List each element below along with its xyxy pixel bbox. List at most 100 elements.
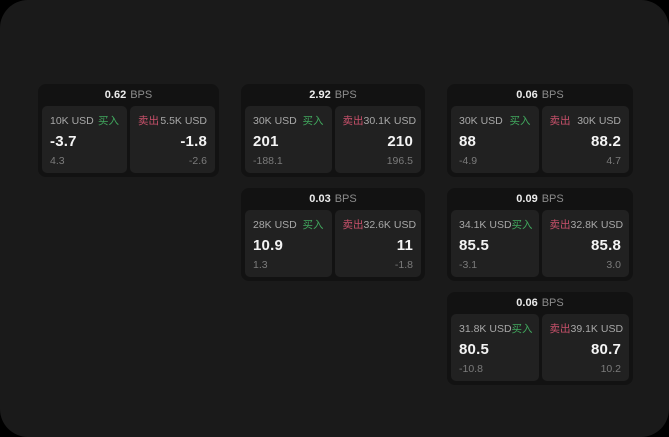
buy-amount-label: 30K USD bbox=[253, 114, 297, 127]
quote-card: 0.06 BPS 31.8K USD 买入 80.5 -10.8 卖出 39.1… bbox=[447, 292, 633, 385]
sell-panel-top: 卖出 5.5K USD bbox=[138, 113, 207, 128]
bps-unit-label: BPS bbox=[541, 89, 564, 101]
sell-sub-value: -2.6 bbox=[188, 155, 207, 167]
buy-sub-value: 4.3 bbox=[50, 155, 65, 167]
buy-panel-top: 10K USD 买入 bbox=[50, 113, 119, 128]
card-body: 28K USD 买入 10.9 1.3 卖出 32.6K USD 11 -1.8 bbox=[245, 210, 421, 277]
bps-unit-label: BPS bbox=[130, 89, 153, 101]
sell-amount-label: 5.5K USD bbox=[160, 114, 207, 127]
buy-panel[interactable]: 10K USD 买入 -3.7 4.3 bbox=[42, 106, 127, 173]
buy-tag: 买入 bbox=[302, 219, 324, 231]
buy-panel-top: 28K USD 买入 bbox=[253, 217, 324, 232]
bps-value: 0.06 bbox=[516, 89, 538, 101]
buy-panel[interactable]: 31.8K USD 买入 80.5 -10.8 bbox=[451, 314, 539, 381]
buy-sub-value: -3.1 bbox=[459, 259, 478, 271]
sell-sub-value: 10.2 bbox=[600, 363, 621, 375]
card-header: 0.03 BPS bbox=[245, 188, 421, 210]
buy-panel[interactable]: 30K USD 买入 201 -188.1 bbox=[245, 106, 332, 173]
sell-amount-label: 30.1K USD bbox=[363, 114, 417, 127]
bps-value: 0.06 bbox=[516, 297, 538, 309]
sell-tag: 卖出 bbox=[549, 323, 571, 335]
sell-tag: 卖出 bbox=[138, 115, 159, 127]
buy-panel[interactable]: 34.1K USD 买入 85.5 -3.1 bbox=[451, 210, 539, 277]
buy-price: 201 bbox=[253, 133, 279, 150]
buy-price: 10.9 bbox=[253, 237, 283, 254]
sell-panel[interactable]: 卖出 30K USD 88.2 4.7 bbox=[541, 106, 629, 173]
buy-price: -3.7 bbox=[50, 133, 77, 150]
buy-price: 85.5 bbox=[459, 237, 489, 254]
sell-panel-top: 卖出 30K USD bbox=[550, 113, 622, 128]
quote-card: 2.92 BPS 30K USD 买入 201 -188.1 卖出 30.1K … bbox=[241, 84, 425, 177]
bps-value: 2.92 bbox=[309, 89, 331, 101]
bps-value: 0.03 bbox=[309, 193, 331, 205]
sell-price: 80.7 bbox=[591, 341, 621, 358]
buy-tag: 买入 bbox=[509, 115, 531, 127]
sell-sub-value: 3.0 bbox=[606, 259, 621, 271]
sell-amount-label: 30K USD bbox=[577, 114, 621, 127]
card-header: 0.62 BPS bbox=[42, 84, 215, 106]
sell-panel[interactable]: 卖出 32.6K USD 11 -1.8 bbox=[334, 210, 421, 277]
sell-panel[interactable]: 卖出 30.1K USD 210 196.5 bbox=[334, 106, 421, 173]
sell-panel[interactable]: 卖出 32.8K USD 85.8 3.0 bbox=[541, 210, 629, 277]
card-header: 0.09 BPS bbox=[451, 188, 629, 210]
sell-panel[interactable]: 卖出 39.1K USD 80.7 10.2 bbox=[541, 314, 629, 381]
quote-card: 0.06 BPS 30K USD 买入 88 -4.9 卖出 30K USD 8… bbox=[447, 84, 633, 177]
sell-tag: 卖出 bbox=[342, 219, 364, 231]
buy-panel[interactable]: 30K USD 买入 88 -4.9 bbox=[451, 106, 539, 173]
buy-amount-label: 31.8K USD bbox=[459, 322, 512, 335]
sell-amount-label: 32.6K USD bbox=[363, 218, 417, 231]
card-header: 0.06 BPS bbox=[451, 84, 629, 106]
card-header: 0.06 BPS bbox=[451, 292, 629, 314]
sell-price: 85.8 bbox=[591, 237, 621, 254]
card-body: 10K USD 买入 -3.7 4.3 卖出 5.5K USD -1.8 -2.… bbox=[42, 106, 215, 173]
buy-amount-label: 34.1K USD bbox=[459, 218, 512, 231]
sell-amount-label: 39.1K USD bbox=[570, 322, 624, 335]
buy-tag: 买入 bbox=[511, 323, 533, 335]
sell-panel[interactable]: 卖出 5.5K USD -1.8 -2.6 bbox=[130, 106, 215, 173]
buy-sub-value: -4.9 bbox=[459, 155, 478, 167]
sell-sub-value: 4.7 bbox=[606, 155, 621, 167]
quote-card: 0.62 BPS 10K USD 买入 -3.7 4.3 卖出 5.5K USD… bbox=[38, 84, 219, 177]
bps-unit-label: BPS bbox=[334, 89, 357, 101]
buy-panel-top: 34.1K USD 买入 bbox=[459, 217, 533, 232]
sell-price: 88.2 bbox=[591, 133, 621, 150]
buy-tag: 买入 bbox=[511, 219, 533, 231]
sell-tag: 卖出 bbox=[549, 219, 571, 231]
buy-amount-label: 10K USD bbox=[50, 114, 94, 127]
sell-sub-value: -1.8 bbox=[394, 259, 413, 271]
sell-tag: 卖出 bbox=[342, 115, 364, 127]
bps-unit-label: BPS bbox=[541, 297, 564, 309]
sell-panel-top: 卖出 32.6K USD bbox=[342, 217, 417, 232]
quote-card: 0.03 BPS 28K USD 买入 10.9 1.3 卖出 32.6K US… bbox=[241, 188, 425, 281]
sell-price: -1.8 bbox=[180, 133, 207, 150]
buy-panel-top: 30K USD 买入 bbox=[459, 113, 531, 128]
bps-value: 0.62 bbox=[104, 89, 127, 101]
card-body: 30K USD 买入 201 -188.1 卖出 30.1K USD 210 1… bbox=[245, 106, 421, 173]
buy-tag: 买入 bbox=[302, 115, 324, 127]
sell-price: 11 bbox=[396, 237, 413, 254]
sell-tag: 卖出 bbox=[549, 115, 571, 127]
bps-unit-label: BPS bbox=[334, 193, 357, 205]
card-body: 30K USD 买入 88 -4.9 卖出 30K USD 88.2 4.7 bbox=[451, 106, 629, 173]
buy-panel[interactable]: 28K USD 买入 10.9 1.3 bbox=[245, 210, 332, 277]
card-header: 2.92 BPS bbox=[245, 84, 421, 106]
card-body: 34.1K USD 买入 85.5 -3.1 卖出 32.8K USD 85.8… bbox=[451, 210, 629, 277]
sell-panel-top: 卖出 32.8K USD bbox=[549, 217, 624, 232]
sell-panel-top: 卖出 30.1K USD bbox=[342, 113, 417, 128]
buy-price: 88 bbox=[459, 133, 477, 150]
buy-price: 80.5 bbox=[459, 341, 489, 358]
buy-panel-top: 30K USD 买入 bbox=[253, 113, 324, 128]
buy-amount-label: 30K USD bbox=[459, 114, 503, 127]
buy-panel-top: 31.8K USD 买入 bbox=[459, 321, 533, 336]
card-body: 31.8K USD 买入 80.5 -10.8 卖出 39.1K USD 80.… bbox=[451, 314, 629, 381]
quote-grid: 0.62 BPS 10K USD 买入 -3.7 4.3 卖出 5.5K USD… bbox=[38, 84, 633, 385]
buy-amount-label: 28K USD bbox=[253, 218, 297, 231]
bps-value: 0.09 bbox=[516, 193, 538, 205]
sell-amount-label: 32.8K USD bbox=[570, 218, 624, 231]
sell-price: 210 bbox=[387, 133, 413, 150]
buy-sub-value: -10.8 bbox=[459, 363, 483, 375]
sell-sub-value: 196.5 bbox=[386, 155, 413, 167]
bps-unit-label: BPS bbox=[541, 193, 564, 205]
buy-sub-value: 1.3 bbox=[253, 259, 268, 271]
